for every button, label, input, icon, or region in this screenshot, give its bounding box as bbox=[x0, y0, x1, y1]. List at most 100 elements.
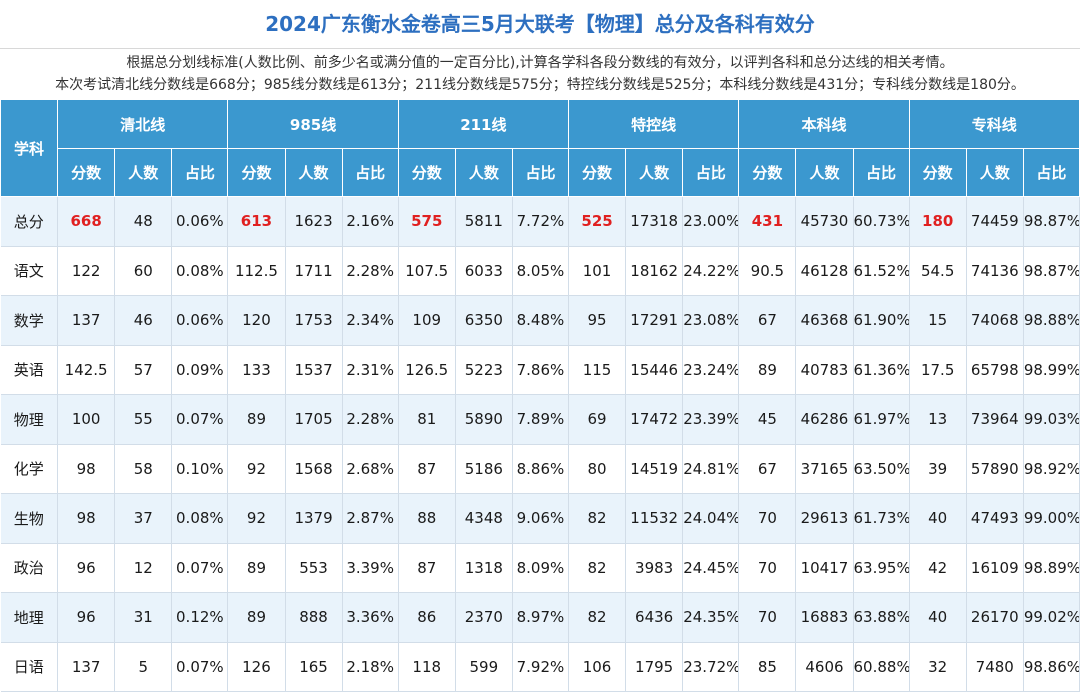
table-cell: 12 bbox=[114, 543, 173, 593]
table-cell: 23.00% bbox=[682, 196, 740, 247]
table-cell: 888 bbox=[285, 592, 343, 643]
table-cell: 2.31% bbox=[342, 345, 399, 395]
table-cell: 61.97% bbox=[853, 394, 910, 445]
table-cell: 17.5 bbox=[909, 345, 967, 395]
table-cell: 0.06% bbox=[171, 196, 229, 247]
subheader: 人数 bbox=[284, 148, 343, 197]
subheader: 分数 bbox=[567, 148, 627, 197]
table-cell: 57 bbox=[114, 345, 173, 395]
table-cell: 17472 bbox=[625, 394, 684, 445]
table-cell: 70 bbox=[738, 592, 797, 643]
table-cell: 86 bbox=[398, 592, 456, 643]
group-header: 本科线 bbox=[738, 99, 910, 149]
subheader: 分数 bbox=[397, 148, 456, 197]
table-cell: 180 bbox=[909, 196, 967, 247]
table-cell: 5890 bbox=[455, 394, 513, 445]
table-cell: 5811 bbox=[455, 196, 513, 247]
table-cell: 0.07% bbox=[171, 394, 229, 445]
table-cell: 10417 bbox=[795, 543, 854, 593]
table-cell: 2.34% bbox=[342, 295, 399, 346]
subject-cell: 语文 bbox=[0, 246, 59, 296]
table-cell: 3.39% bbox=[342, 543, 399, 593]
table-cell: 1623 bbox=[285, 196, 343, 247]
subheader: 占比 bbox=[682, 148, 740, 197]
subheader: 分数 bbox=[57, 148, 116, 197]
table-cell: 668 bbox=[57, 196, 116, 247]
table-cell: 80 bbox=[568, 444, 627, 494]
table-cell: 63.88% bbox=[853, 592, 910, 643]
table-cell: 5223 bbox=[455, 345, 513, 395]
table-cell: 60.73% bbox=[853, 196, 910, 247]
table-cell: 26170 bbox=[966, 592, 1024, 643]
table-cell: 24.81% bbox=[682, 444, 740, 494]
table-cell: 89 bbox=[227, 543, 286, 593]
table-cell: 54.5 bbox=[909, 246, 967, 296]
subject-header: 学科 bbox=[0, 99, 59, 197]
table-cell: 63.50% bbox=[853, 444, 910, 494]
table-cell: 92 bbox=[227, 493, 286, 544]
table-cell: 32 bbox=[909, 642, 967, 692]
table-cell: 2.18% bbox=[342, 642, 399, 692]
table-cell: 137 bbox=[57, 642, 116, 692]
table-cell: 133 bbox=[227, 345, 286, 395]
table-cell: 107.5 bbox=[398, 246, 456, 296]
table-cell: 17291 bbox=[625, 295, 684, 346]
subject-cell: 政治 bbox=[0, 543, 59, 593]
table-cell: 89 bbox=[227, 592, 286, 643]
subheader: 人数 bbox=[795, 148, 854, 197]
table-cell: 39 bbox=[909, 444, 967, 494]
table-cell: 90.5 bbox=[738, 246, 797, 296]
table-cell: 40 bbox=[909, 592, 967, 643]
table-cell: 0.08% bbox=[171, 493, 229, 544]
group-header: 985线 bbox=[227, 99, 399, 149]
table-cell: 40 bbox=[909, 493, 967, 544]
table-cell: 60 bbox=[114, 246, 173, 296]
table-cell: 89 bbox=[227, 394, 286, 445]
table-cell: 60.88% bbox=[853, 642, 910, 692]
table-cell: 45 bbox=[738, 394, 797, 445]
table-cell: 553 bbox=[285, 543, 343, 593]
table-row: 语文 122 60 0.08% 112.5 1711 2.28% 107.5 6033 8.05%… bbox=[0, 246, 1080, 296]
table-cell: 118 bbox=[398, 642, 456, 692]
table-cell: 1568 bbox=[285, 444, 343, 494]
table-cell: 46128 bbox=[795, 246, 854, 296]
table-cell: 98.99% bbox=[1023, 345, 1080, 395]
table-cell: 98.92% bbox=[1023, 444, 1080, 494]
table-cell: 122 bbox=[57, 246, 116, 296]
table-cell: 82 bbox=[568, 493, 627, 544]
table-row: 物理 100 55 0.07% 89 1705 2.28% 81 5890 7.89% 69 1747… bbox=[0, 394, 1080, 445]
table-cell: 73964 bbox=[966, 394, 1024, 445]
table-cell: 8.86% bbox=[512, 444, 570, 494]
table-cell: 6350 bbox=[455, 295, 513, 346]
subheader: 占比 bbox=[1022, 148, 1080, 197]
table-cell: 85 bbox=[738, 642, 797, 692]
table-cell: 8.97% bbox=[512, 592, 570, 643]
table-cell: 99.00% bbox=[1023, 493, 1080, 544]
table-cell: 0.09% bbox=[171, 345, 229, 395]
table-cell: 46 bbox=[114, 295, 173, 346]
table-cell: 65798 bbox=[966, 345, 1024, 395]
table-cell: 37 bbox=[114, 493, 173, 544]
table-cell: 45730 bbox=[795, 196, 854, 247]
table-cell: 126.5 bbox=[398, 345, 456, 395]
table-cell: 1379 bbox=[285, 493, 343, 544]
subheader: 分数 bbox=[908, 148, 967, 197]
table-cell: 89 bbox=[738, 345, 797, 395]
table-cell: 112.5 bbox=[227, 246, 286, 296]
table-cell: 142.5 bbox=[57, 345, 116, 395]
table-row: 总分 668 48 0.06% 613 1623 2.16% 575 5811 7.72% 525 1… bbox=[0, 196, 1080, 247]
table-cell: 37165 bbox=[795, 444, 854, 494]
table-cell: 0.10% bbox=[171, 444, 229, 494]
table-cell: 7.89% bbox=[512, 394, 570, 445]
table-cell: 3983 bbox=[625, 543, 684, 593]
subject-cell: 总分 bbox=[0, 196, 59, 247]
table-cell: 47493 bbox=[966, 493, 1024, 544]
table-cell: 7480 bbox=[966, 642, 1024, 692]
table-cell: 2.87% bbox=[342, 493, 399, 544]
table-cell: 46286 bbox=[795, 394, 854, 445]
table-cell: 24.45% bbox=[682, 543, 740, 593]
table-cell: 98.89% bbox=[1023, 543, 1080, 593]
table-cell: 13 bbox=[909, 394, 967, 445]
subject-cell: 物理 bbox=[0, 394, 59, 445]
group-header: 特控线 bbox=[567, 99, 740, 149]
